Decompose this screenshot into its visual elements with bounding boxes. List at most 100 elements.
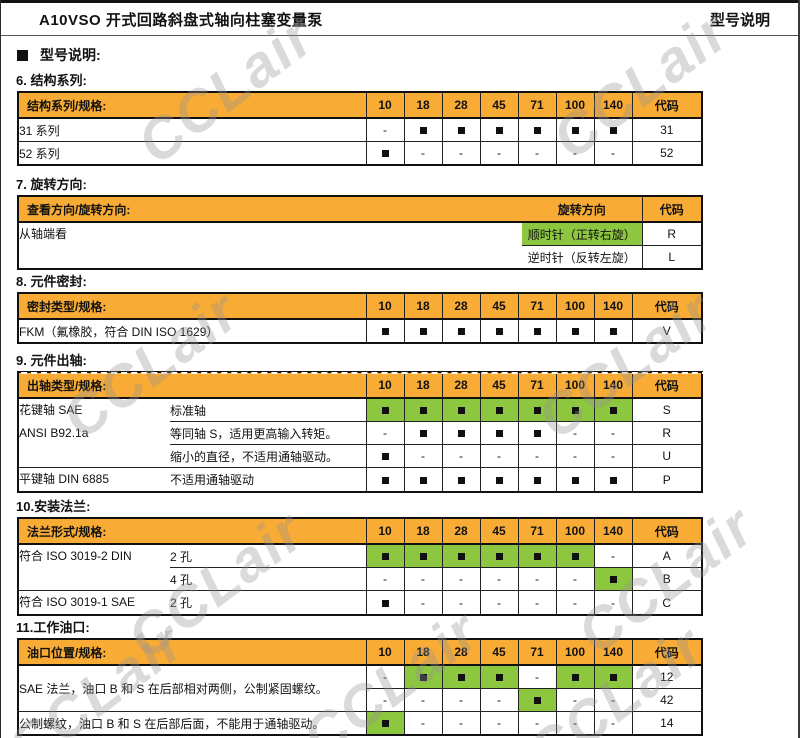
section-s9: 9. 元件出轴: 出轴类型/规格: 10 18 28 45 71 100 140 代码 花键轴 SA…: [16, 353, 703, 493]
column-header: 71: [517, 371, 557, 399]
filled-square-marker: [381, 150, 389, 158]
column-header: 18: [403, 371, 443, 399]
code-cell: S: [631, 397, 703, 422]
spec-cell: -: [365, 421, 405, 445]
spec-cell: [479, 397, 519, 422]
spec-cell: [555, 543, 595, 568]
filled-square-marker: [533, 328, 541, 336]
spec-cell: [593, 318, 633, 344]
row-group-label-line: ANSI B92.1a: [19, 426, 89, 440]
spec-cell: -: [365, 117, 405, 142]
spec-cell: -: [441, 444, 481, 468]
header-row: 查看方向/旋转方向: 旋转方向 代码: [17, 195, 703, 223]
section-title: 8. 元件密封:: [16, 274, 87, 289]
filled-square-marker: [419, 476, 427, 484]
spec-cell: -: [593, 444, 633, 468]
filled-square-marker: [533, 430, 541, 438]
spec-cell: [403, 664, 443, 689]
spec-cell: [441, 397, 481, 422]
filled-square-marker: [533, 476, 541, 484]
spec-cell: -: [441, 688, 481, 712]
code-cell: R: [631, 421, 703, 445]
row-group-label: 符合 ISO 3019-2 DIN: [17, 543, 170, 591]
column-header: 出轴类型/规格:: [17, 371, 367, 399]
code-cell: 14: [631, 711, 703, 736]
filled-square-marker: [381, 407, 389, 415]
table-s8: 密封类型/规格: 10 18 28 45 71 100 140 代码 FKM（氟橡胶，符合 DIN…: [17, 292, 703, 344]
filled-square-marker: [533, 697, 541, 705]
spec-cell: [555, 467, 595, 493]
section-title: 6. 结构系列:: [16, 73, 87, 88]
column-header: 71: [517, 292, 557, 320]
filled-square-marker: [381, 476, 389, 484]
spec-cell: [555, 664, 595, 689]
column-header: 结构系列/规格:: [17, 91, 367, 119]
spec-cell: [403, 117, 443, 142]
column-header: 71: [517, 638, 557, 666]
table-head: 查看方向/旋转方向: 旋转方向 代码: [17, 195, 703, 223]
column-header: 28: [441, 638, 481, 666]
filled-square-marker: [381, 328, 389, 336]
spec-cell: [517, 688, 557, 712]
section-title: 7. 旋转方向:: [16, 177, 87, 192]
table-row: FKM（氟橡胶，符合 DIN ISO 1629） V: [17, 318, 703, 344]
spec-cell: -: [365, 567, 405, 591]
filled-square-marker: [609, 127, 617, 135]
filled-square-marker: [495, 553, 503, 561]
header-row: 结构系列/规格: 10 18 28 45 71 100 140 代码: [17, 91, 703, 119]
row-label: 从轴端看: [17, 221, 522, 270]
spec-cell: [479, 318, 519, 344]
column-header: 100: [555, 91, 595, 119]
section-s11: 11.工作油口: 油口位置/规格: 10 18 28 45 71 100 140 代码 SAE 法兰…: [16, 620, 703, 736]
row-label: 31 系列: [17, 117, 367, 142]
row-sub-label: 2 孔: [170, 590, 367, 616]
column-header: 140: [593, 292, 633, 320]
spec-cell: [479, 664, 519, 689]
spec-cell: -: [441, 567, 481, 591]
spec-cell: [365, 318, 405, 344]
section-title: 9. 元件出轴:: [16, 353, 87, 368]
table-head: 油口位置/规格: 10 18 28 45 71 100 140 代码: [17, 638, 703, 666]
spec-cell: [441, 664, 481, 689]
column-header: 查看方向/旋转方向:: [17, 195, 522, 223]
spec-cell: [593, 397, 633, 422]
spec-cell: -: [555, 711, 595, 736]
table-row: 符合 ISO 3019-2 DIN 2 孔-A: [17, 543, 703, 591]
code-cell: A: [631, 543, 703, 568]
code-cell: 31: [631, 117, 703, 142]
column-header: 140: [593, 371, 633, 399]
rotation-value: 顺时针（正转右旋）: [522, 221, 643, 246]
table-s10: 法兰形式/规格: 10 18 28 45 71 100 140 代码 符合 ISO 3019-2 …: [17, 517, 703, 616]
code-cell: R: [641, 221, 703, 246]
code-cell: 52: [631, 141, 703, 166]
filled-square-marker: [571, 674, 579, 682]
spec-cell: [403, 318, 443, 344]
spec-cell: [365, 141, 405, 166]
column-header: 140: [593, 517, 633, 545]
spec-cell: [517, 397, 557, 422]
spec-cell: [593, 664, 633, 689]
column-header: 28: [441, 371, 481, 399]
spec-cell: [441, 318, 481, 344]
filled-square-marker: [609, 476, 617, 484]
table-row: 等同轴 S，适用更高输入转矩。 - - - R: [18, 421, 703, 445]
table-row: - - - - - -42: [18, 688, 703, 712]
column-header: 18: [403, 517, 443, 545]
filled-square-marker: [533, 127, 541, 135]
header-row: 出轴类型/规格: 10 18 28 45 71 100 140 代码: [17, 371, 703, 399]
page-break-dashed-line: [1, 372, 798, 374]
spec-cell: -: [555, 567, 595, 591]
column-header: 28: [441, 91, 481, 119]
column-header: 140: [593, 638, 633, 666]
row-sub-label: 不适用通轴驱动: [170, 467, 367, 493]
table-row: 公制螺纹，油口 B 和 S 在后部后面，不能用于通轴驱动。 - - - - - -14: [17, 711, 703, 736]
filled-square-marker: [457, 430, 465, 438]
table-body: 31 系列 -31 52 系列 - - - - - -52: [17, 117, 703, 166]
section-s8: 8. 元件密封: 密封类型/规格: 10 18 28 45 71 100 140 代码 FKM（氟橡…: [16, 274, 703, 344]
table-body: 花键轴 SAE ANSI B92.1a 标准轴 S 等同轴 S，适用更高输入转矩。 - - -…: [17, 397, 703, 493]
column-header: 10: [365, 517, 405, 545]
code-cell: L: [641, 245, 703, 270]
filled-square-marker: [457, 127, 465, 135]
column-header: 旋转方向: [522, 195, 643, 223]
spec-cell: [517, 421, 557, 445]
